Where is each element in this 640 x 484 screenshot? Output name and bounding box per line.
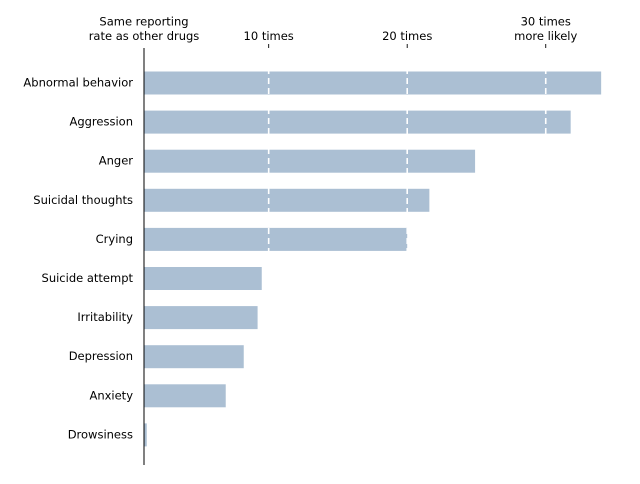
category-label-abnormal-behavior: Abnormal behavior (23, 76, 133, 90)
top-tick-label-30-line-2: more likely (514, 29, 577, 43)
bar-depression (144, 345, 244, 369)
category-label-drowsiness: Drowsiness (68, 427, 133, 441)
grid-layer (267, 48, 547, 465)
category-label-anger: Anger (99, 154, 134, 168)
bar-anger (144, 149, 476, 173)
bar-anxiety (144, 384, 226, 408)
category-label-anxiety: Anxiety (89, 388, 133, 402)
category-label-crying: Crying (96, 232, 133, 246)
category-label-suicide-attempt: Suicide attempt (42, 271, 134, 285)
category-label-aggression: Aggression (69, 115, 133, 129)
category-label-suicidal-thoughts: Suicidal thoughts (33, 193, 133, 207)
bar-suicide-attempt (144, 267, 262, 290)
bar-drowsiness (144, 423, 147, 447)
bar-abnormal-behavior (144, 71, 602, 95)
bars-layer (144, 71, 602, 447)
top-tick-label-30-line-1: 30 times (521, 15, 571, 29)
top-tick-label-1-line-1: Same reporting (99, 15, 188, 29)
top-tick-label-20-line-1: 20 times (382, 29, 432, 43)
bar-crying (144, 227, 408, 251)
bar-suicidal-thoughts (144, 188, 430, 212)
category-label-depression: Depression (69, 349, 133, 363)
bar-irritability (144, 306, 258, 330)
top-tick-label-10-line-1: 10 times (244, 29, 294, 43)
bar-aggression (144, 110, 571, 134)
labels-layer: Abnormal behavior Aggression Anger Suicidal… (23, 15, 577, 442)
top-tick-label-1-line-2: rate as other drugs (89, 29, 200, 43)
category-label-irritability: Irritability (77, 310, 133, 324)
axis-layer (143, 44, 547, 465)
